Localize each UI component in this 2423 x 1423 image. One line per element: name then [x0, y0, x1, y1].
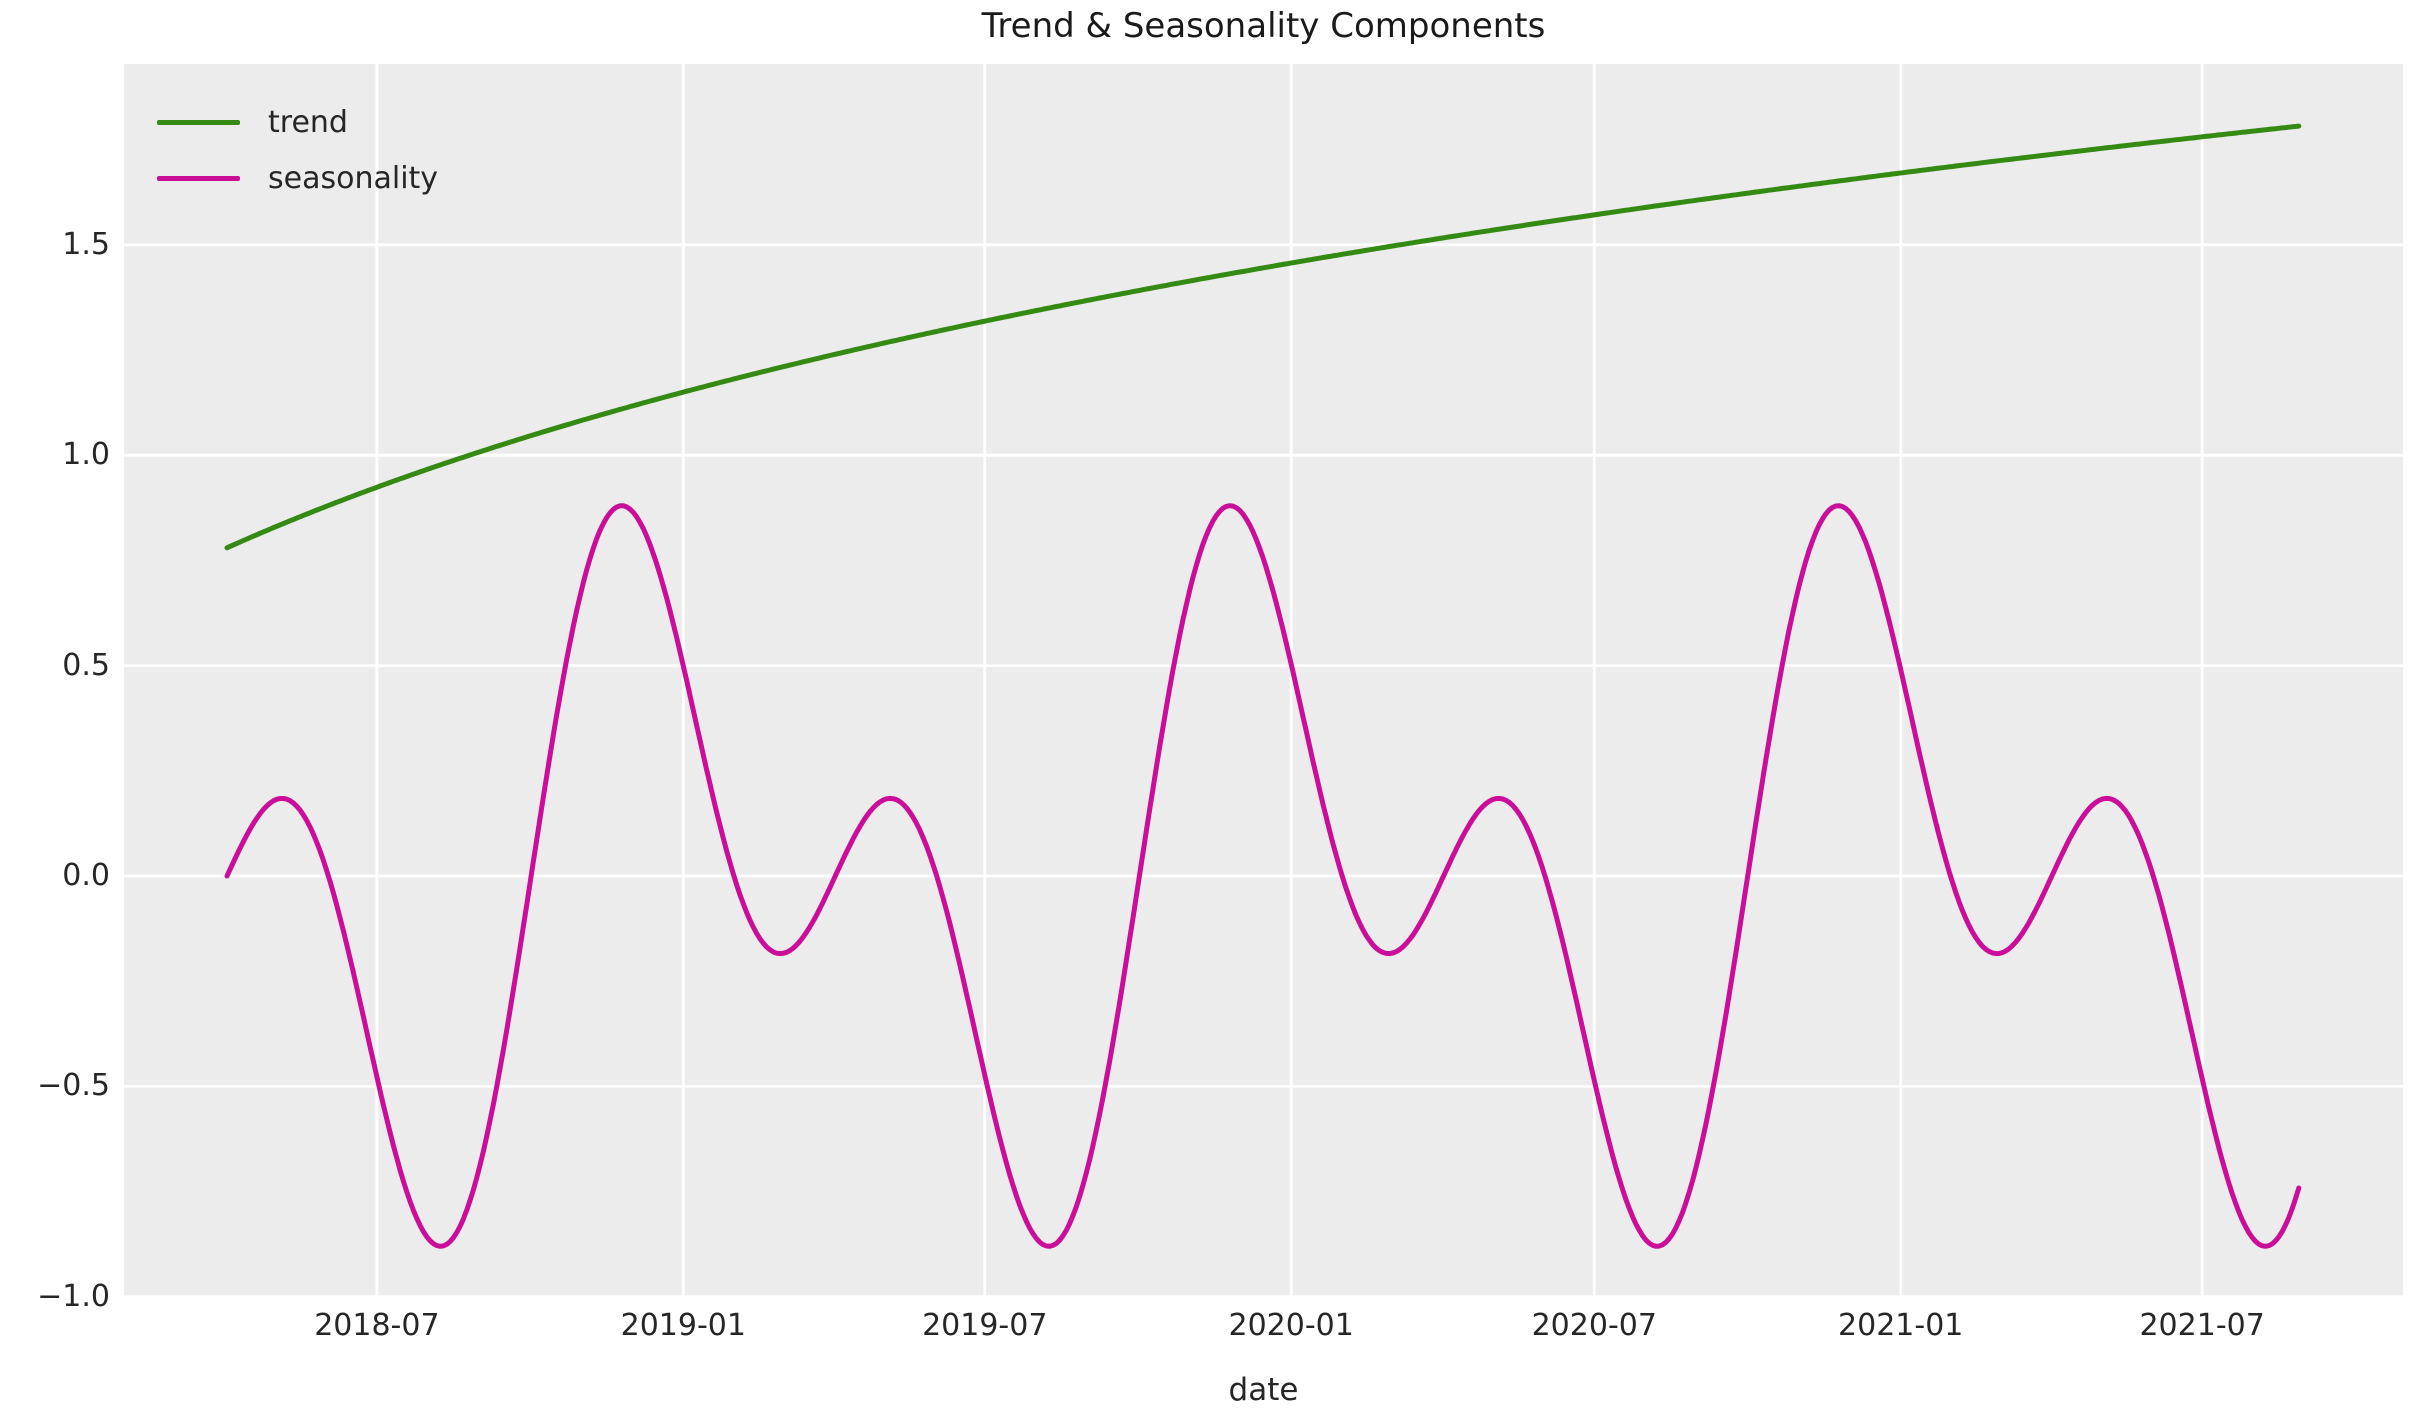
seasonality-line-swatch: [157, 175, 240, 181]
x-tick-label: 2020-01: [1228, 1308, 1354, 1343]
seasonality-line: [224, 503, 2302, 1249]
x-tick-label: 2020-07: [1531, 1308, 1657, 1343]
y-tick-label: 1.0: [62, 437, 110, 473]
y-tick-label: 0.0: [62, 858, 110, 893]
x-tick-label: 2021-07: [2139, 1308, 2265, 1343]
legend-item-trend: trend: [157, 94, 438, 150]
legend: trend seasonality: [157, 94, 438, 206]
trend-line-swatch: [157, 119, 240, 125]
plot-background: [124, 64, 2403, 1297]
x-tick-label: 2019-01: [620, 1308, 746, 1343]
x-tick-label: 2018-07: [314, 1308, 440, 1343]
legend-label-trend: trend: [268, 104, 348, 140]
y-tick-label: 1.5: [62, 226, 110, 262]
legend-label-seasonality: seasonality: [268, 160, 439, 196]
x-tick-label: 2021-01: [1838, 1308, 1964, 1343]
x-tick-label: 2019-07: [922, 1308, 1048, 1343]
legend-item-seasonality: seasonality: [157, 150, 438, 206]
y-tick-label: −0.5: [37, 1068, 110, 1104]
y-tick-label: −1.0: [37, 1278, 110, 1314]
trend-line: [224, 123, 2302, 551]
y-tick-label: 0.5: [62, 647, 110, 683]
x-axis-title: date: [1228, 1372, 1299, 1408]
chart-title: Trend & Seasonality Components: [981, 6, 1546, 46]
